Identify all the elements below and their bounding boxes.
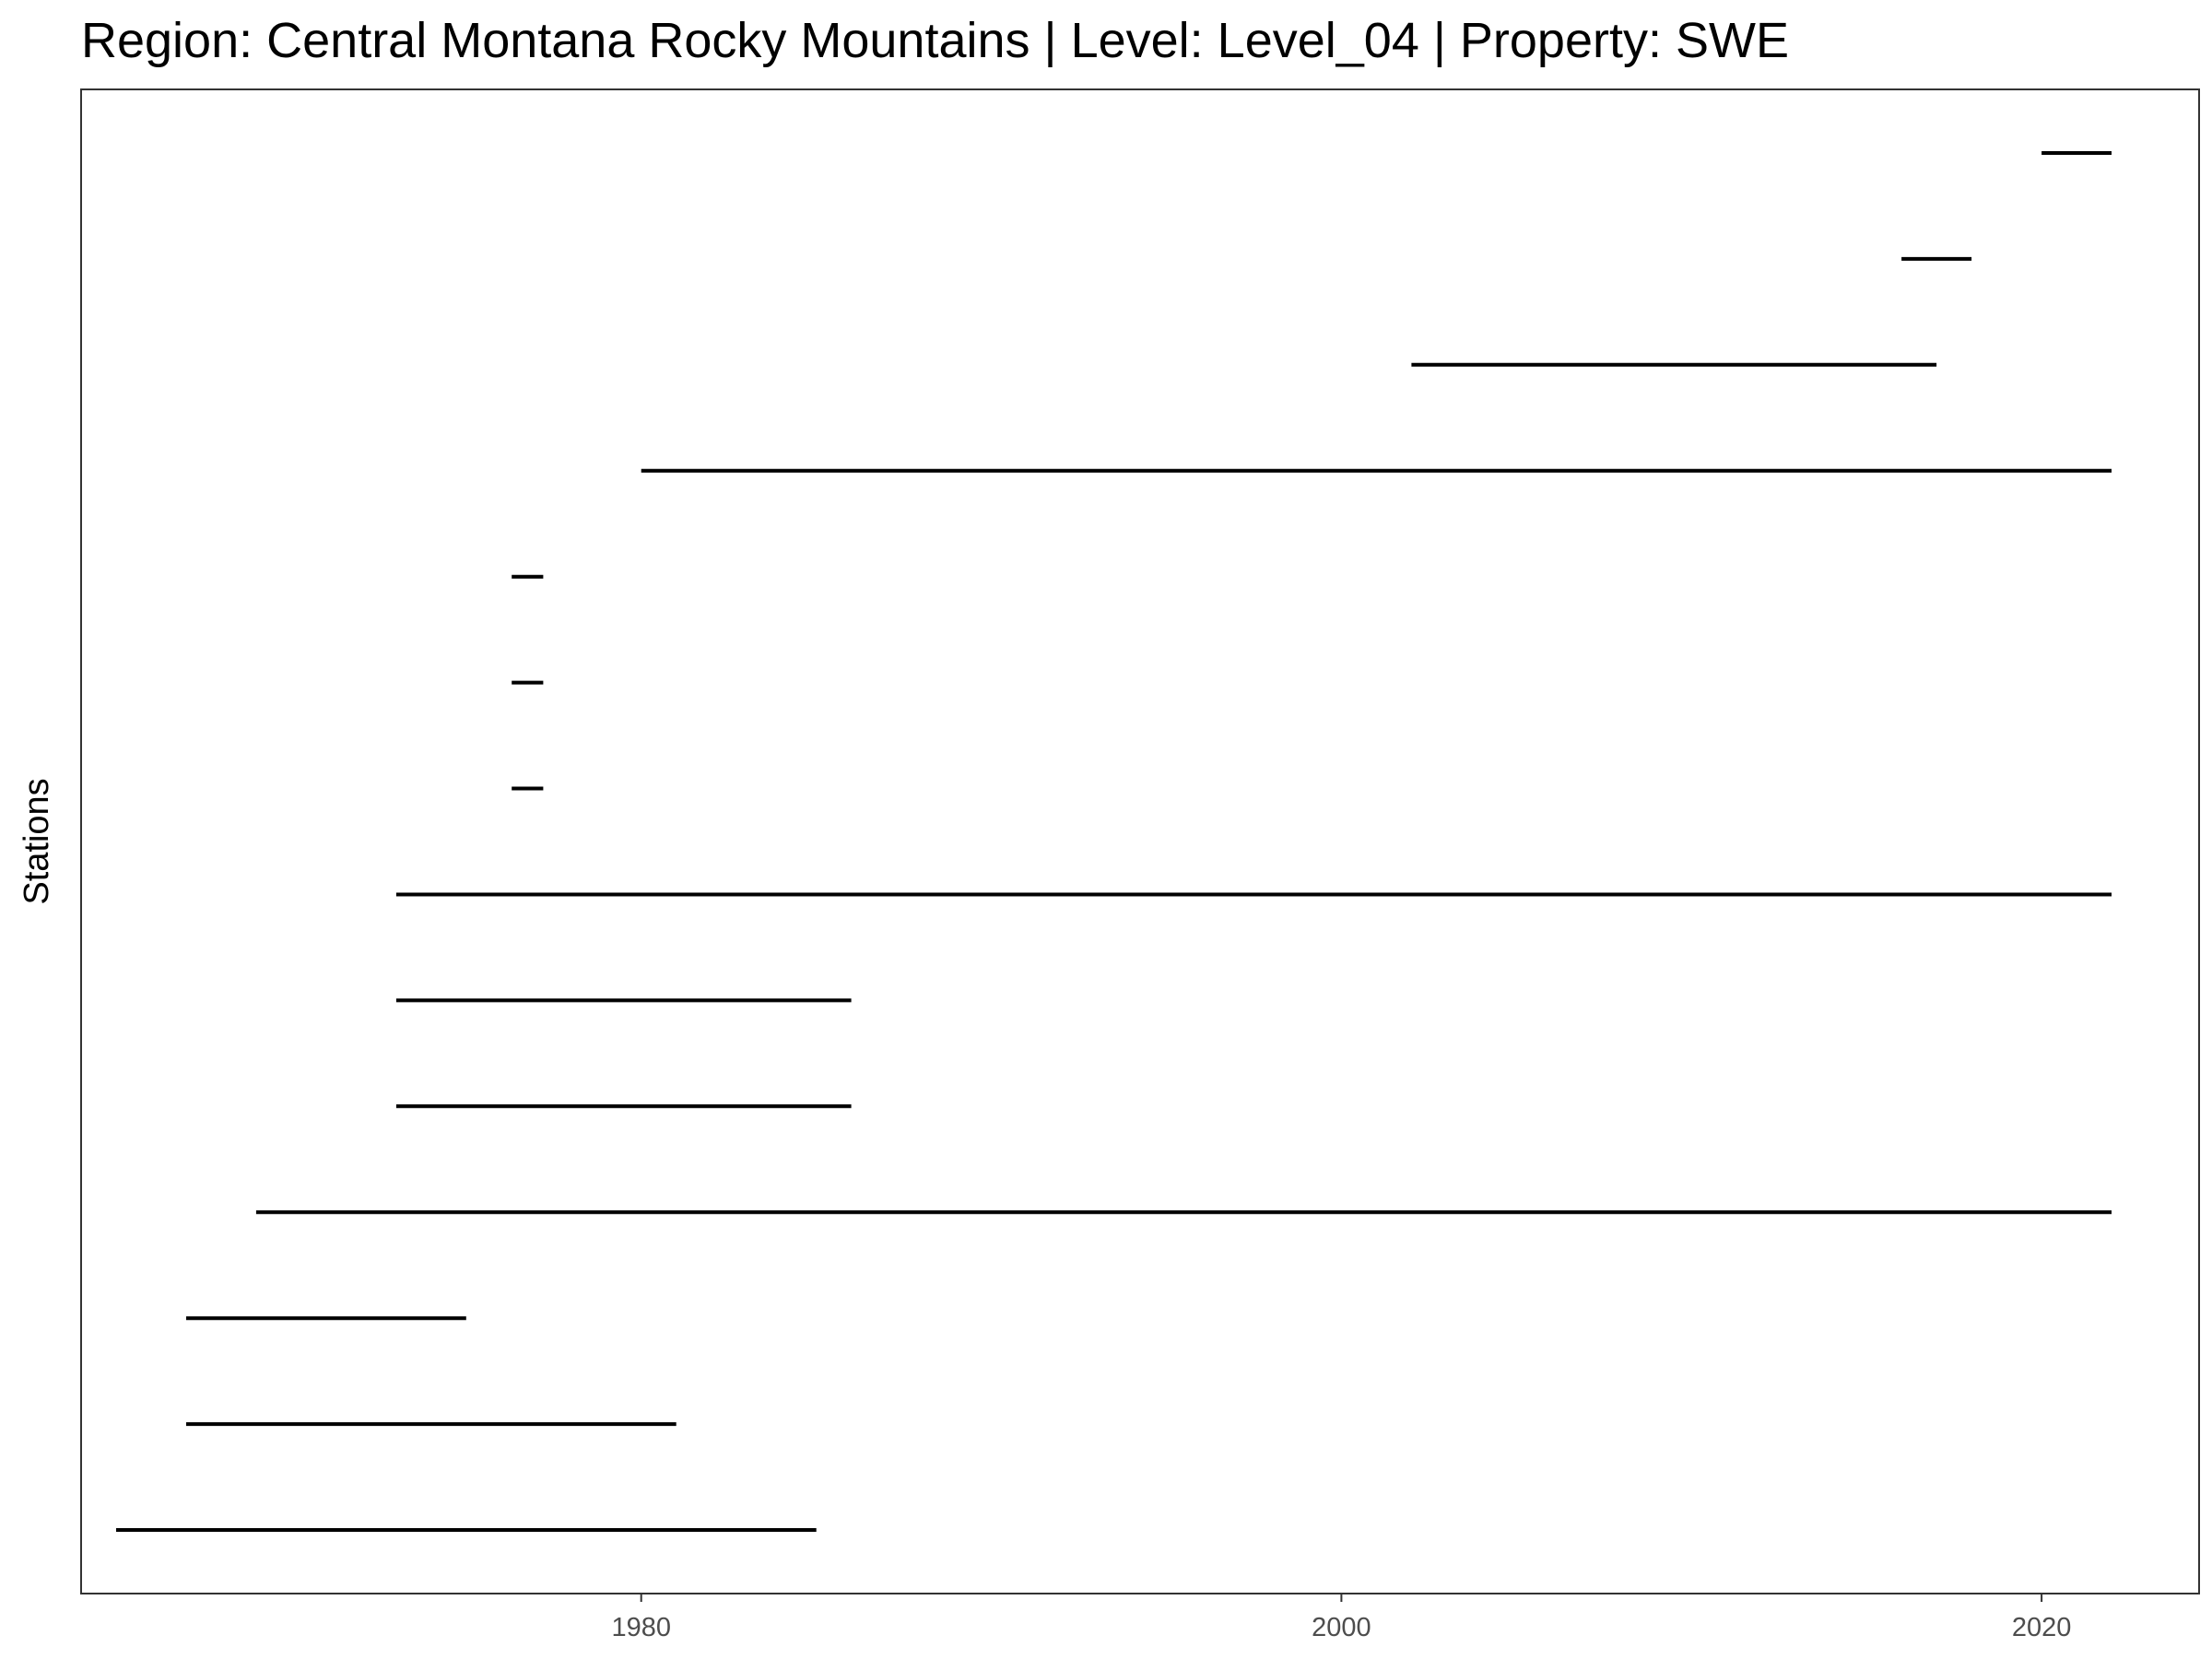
y-axis-label: Stations (18, 778, 56, 904)
x-tick-label: 1980 (611, 1613, 671, 1642)
x-axis: 1980 2000 2020 (611, 1594, 2071, 1642)
chart-title: Region: Central Montana Rocky Mountains … (81, 13, 1789, 68)
segments-layer (116, 151, 2112, 1532)
x-tick-label: 2020 (2012, 1613, 2072, 1642)
x-tick-label: 2000 (1312, 1613, 1371, 1642)
plot-panel (80, 88, 2200, 1594)
